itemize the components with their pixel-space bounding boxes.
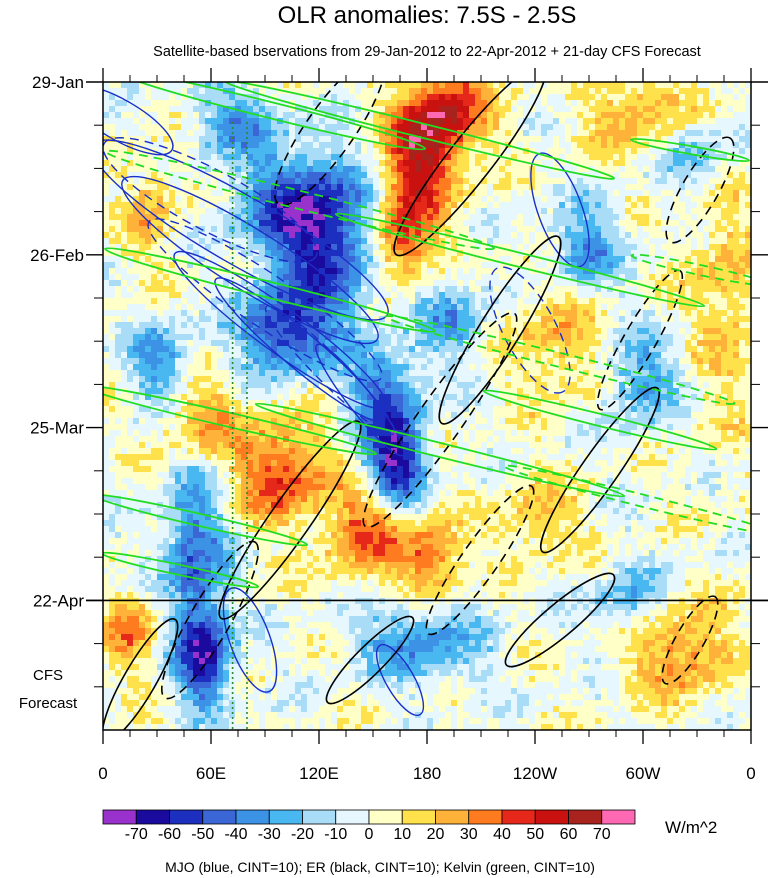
- forecast-label: CFS: [33, 667, 63, 684]
- colorbar-swatch: [368, 809, 403, 825]
- plot-axes: 0 60E 120E 180 120W 60W 0 29-Jan 26-Feb 25-Mar 22-…: [19, 68, 768, 783]
- y-tick-label: 29-Jan: [32, 73, 84, 92]
- x-tick-label: 120E: [299, 764, 339, 783]
- colorbar-swatch: [169, 809, 204, 825]
- forecast-label: Forecast: [19, 695, 78, 712]
- colorbar-level-label: 0: [365, 826, 374, 843]
- y-tick-label: 26-Feb: [30, 246, 84, 265]
- colorbar-level-label: -50: [191, 826, 214, 843]
- contour-legend: MJO (blue, CINT=10); ER (black, CINT=10)…: [165, 859, 595, 875]
- colorbar-swatch: [102, 809, 137, 825]
- colorbar-swatch: [534, 809, 569, 825]
- colorbar-level-label: 40: [493, 826, 511, 843]
- colorbar-level-label: 60: [560, 826, 578, 843]
- colorbar-swatch: [435, 809, 470, 825]
- colorbar-level-label: -30: [258, 826, 281, 843]
- colorbar-level-label: -60: [158, 826, 181, 843]
- colorbar-level-label: -40: [224, 826, 247, 843]
- x-tick-label: 180: [413, 764, 441, 783]
- colorbar-unit: W/m^2: [665, 818, 717, 837]
- olr-anomaly-field: [103, 82, 751, 730]
- chart-subtitle: Satellite-based bservations from 29-Jan-…: [153, 44, 701, 60]
- colorbar-swatch: [135, 809, 170, 825]
- x-tick-label: 60E: [196, 764, 226, 783]
- colorbar-level-label: 20: [427, 826, 445, 843]
- wave-contours: [103, 82, 751, 730]
- y-tick-label: 22-Apr: [33, 591, 84, 610]
- colorbar-swatch: [235, 809, 270, 825]
- colorbar-level-label: 50: [526, 826, 544, 843]
- colorbar-swatch: [268, 809, 303, 825]
- plot-area: [103, 82, 751, 730]
- colorbar-level-label: -70: [125, 826, 148, 843]
- colorbar-swatch: [601, 809, 636, 825]
- colorbar-level-label: 10: [393, 826, 411, 843]
- colorbar-swatch: [568, 809, 603, 825]
- colorbar-swatch: [335, 809, 370, 825]
- colorbar-swatch: [302, 809, 337, 825]
- colorbar: -70 -60 -50 -40 -30 -20 -10 0 10 20 30 40 50 60 70: [102, 809, 636, 843]
- colorbar-level-label: -10: [324, 826, 347, 843]
- chart-title: OLR anomalies: 7.5S - 2.5S: [278, 2, 577, 29]
- x-tick-label: 0: [746, 764, 755, 783]
- colorbar-level-label: -20: [291, 826, 314, 843]
- colorbar-swatch: [501, 809, 536, 825]
- y-tick-label: 25-Mar: [30, 419, 84, 438]
- colorbar-swatch: [401, 809, 436, 825]
- x-tick-label: 120W: [513, 764, 557, 783]
- colorbar-level-label: 70: [593, 826, 611, 843]
- x-tick-label: 0: [98, 764, 107, 783]
- x-tick-label: 60W: [626, 764, 661, 783]
- colorbar-level-label: 30: [460, 826, 478, 843]
- colorbar-swatch: [202, 809, 237, 825]
- colorbar-swatch: [468, 809, 503, 825]
